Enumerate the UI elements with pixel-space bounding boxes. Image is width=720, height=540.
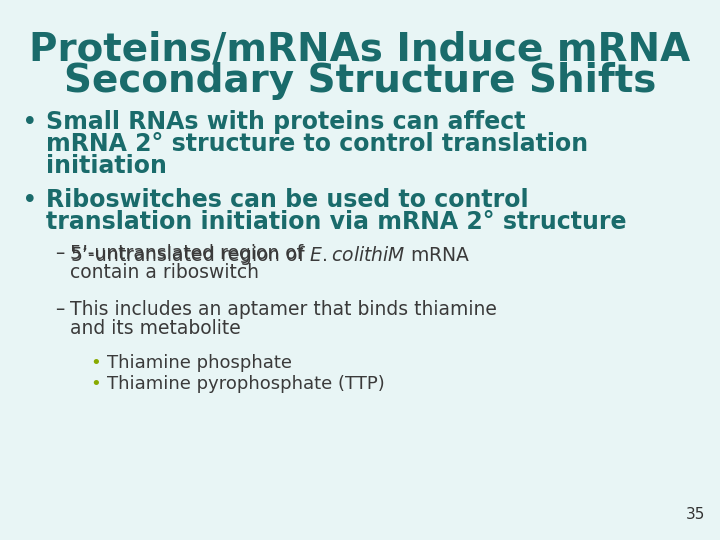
Text: mRNA 2° structure to control translation: mRNA 2° structure to control translation xyxy=(46,132,588,156)
Text: and its metabolite: and its metabolite xyxy=(70,319,240,338)
Text: •: • xyxy=(22,188,37,214)
Text: •: • xyxy=(22,110,37,136)
Text: –: – xyxy=(55,300,64,319)
Text: •: • xyxy=(90,354,101,372)
Text: –: – xyxy=(55,244,64,263)
Text: 5’-untranslated region of $\it{E. coli thiM}$ mRNA: 5’-untranslated region of $\it{E. coli t… xyxy=(70,244,470,267)
Text: Proteins/mRNAs Induce mRNA: Proteins/mRNAs Induce mRNA xyxy=(30,30,690,68)
Text: •: • xyxy=(90,375,101,393)
Text: Riboswitches can be used to control: Riboswitches can be used to control xyxy=(46,188,528,212)
Text: 5’-untranslated region of: 5’-untranslated region of xyxy=(70,244,309,263)
Text: Thiamine phosphate: Thiamine phosphate xyxy=(107,354,292,372)
Text: contain a riboswitch: contain a riboswitch xyxy=(70,263,259,282)
Text: initiation: initiation xyxy=(46,154,167,178)
Text: Small RNAs with proteins can affect: Small RNAs with proteins can affect xyxy=(46,110,526,134)
Text: 35: 35 xyxy=(685,507,705,522)
Text: translation initiation via mRNA 2° structure: translation initiation via mRNA 2° struc… xyxy=(46,210,626,234)
Text: Secondary Structure Shifts: Secondary Structure Shifts xyxy=(64,62,656,100)
Text: This includes an aptamer that binds thiamine: This includes an aptamer that binds thia… xyxy=(70,300,497,319)
Text: Thiamine pyrophosphate (TTP): Thiamine pyrophosphate (TTP) xyxy=(107,375,384,393)
